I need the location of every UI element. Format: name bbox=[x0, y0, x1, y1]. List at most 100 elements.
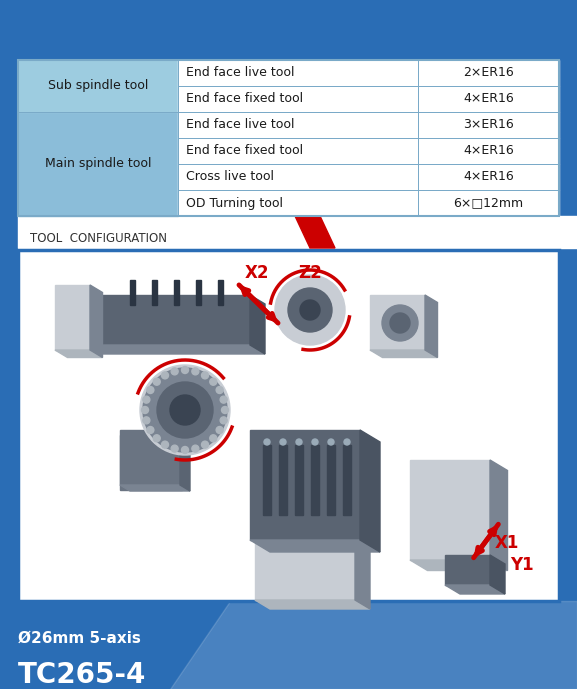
Text: End face fixed tool: End face fixed tool bbox=[186, 92, 303, 105]
Circle shape bbox=[162, 441, 168, 448]
Bar bbox=[152, 280, 157, 305]
Bar bbox=[178, 190, 418, 216]
Text: 4×ER16: 4×ER16 bbox=[463, 145, 514, 158]
Text: Z2: Z2 bbox=[298, 264, 322, 282]
Bar bbox=[218, 280, 223, 305]
Circle shape bbox=[171, 445, 178, 452]
Circle shape bbox=[210, 378, 217, 385]
Bar bbox=[327, 445, 335, 515]
Circle shape bbox=[312, 439, 318, 445]
Bar bbox=[418, 86, 559, 112]
Bar bbox=[178, 138, 418, 164]
Polygon shape bbox=[180, 430, 190, 491]
Bar bbox=[178, 112, 418, 138]
Circle shape bbox=[147, 387, 154, 393]
Circle shape bbox=[220, 396, 227, 403]
Circle shape bbox=[390, 313, 410, 333]
Bar bbox=[130, 280, 135, 305]
Polygon shape bbox=[370, 350, 437, 358]
Circle shape bbox=[201, 372, 208, 379]
Bar bbox=[178, 86, 418, 112]
Text: End face fixed tool: End face fixed tool bbox=[186, 145, 303, 158]
Bar bbox=[418, 164, 559, 190]
Circle shape bbox=[328, 439, 334, 445]
Polygon shape bbox=[170, 601, 577, 689]
Bar bbox=[418, 190, 559, 216]
Bar bbox=[250, 430, 360, 540]
Circle shape bbox=[143, 417, 150, 424]
Circle shape bbox=[296, 439, 302, 445]
Polygon shape bbox=[85, 345, 265, 354]
Bar bbox=[196, 280, 201, 305]
Polygon shape bbox=[90, 285, 103, 358]
Text: End face live tool: End face live tool bbox=[186, 67, 294, 79]
Circle shape bbox=[153, 435, 160, 442]
Polygon shape bbox=[55, 350, 103, 358]
Text: Main spindle tool: Main spindle tool bbox=[45, 158, 151, 170]
Polygon shape bbox=[250, 295, 265, 354]
Bar bbox=[418, 164, 559, 190]
Polygon shape bbox=[425, 295, 437, 358]
Polygon shape bbox=[255, 600, 370, 609]
Bar bbox=[18, 112, 178, 216]
Polygon shape bbox=[120, 435, 182, 490]
Bar bbox=[255, 540, 355, 600]
Bar bbox=[178, 138, 418, 164]
Bar bbox=[279, 445, 287, 515]
Circle shape bbox=[140, 365, 230, 455]
Circle shape bbox=[143, 396, 150, 403]
Text: 2×ER16: 2×ER16 bbox=[463, 67, 514, 79]
Text: End face live tool: End face live tool bbox=[186, 119, 294, 132]
Bar bbox=[418, 60, 559, 86]
Text: X1: X1 bbox=[495, 534, 519, 552]
Text: Sub spindle tool: Sub spindle tool bbox=[48, 79, 148, 92]
Text: OD Turning tool: OD Turning tool bbox=[186, 196, 283, 209]
Bar bbox=[418, 112, 559, 138]
Bar bbox=[418, 190, 559, 216]
Bar bbox=[178, 112, 418, 138]
Bar bbox=[295, 445, 303, 515]
Bar bbox=[18, 60, 178, 112]
Bar bbox=[418, 112, 559, 138]
Bar bbox=[178, 86, 418, 112]
Circle shape bbox=[280, 439, 286, 445]
Bar bbox=[18, 112, 178, 216]
Bar bbox=[418, 138, 559, 164]
Circle shape bbox=[210, 435, 217, 442]
Circle shape bbox=[141, 407, 148, 413]
Bar bbox=[85, 295, 250, 345]
Bar bbox=[370, 295, 425, 350]
Bar bbox=[178, 164, 418, 190]
Bar bbox=[178, 60, 418, 86]
Circle shape bbox=[153, 378, 160, 385]
Circle shape bbox=[192, 445, 199, 452]
Text: 4×ER16: 4×ER16 bbox=[463, 170, 514, 183]
Polygon shape bbox=[490, 555, 505, 594]
Circle shape bbox=[288, 288, 332, 332]
Bar bbox=[343, 445, 351, 515]
Bar bbox=[0, 0, 577, 18]
Text: 3×ER16: 3×ER16 bbox=[463, 119, 514, 132]
Bar bbox=[178, 190, 418, 216]
Polygon shape bbox=[445, 585, 505, 594]
Text: Y1: Y1 bbox=[510, 556, 534, 574]
Circle shape bbox=[275, 275, 345, 345]
Bar bbox=[418, 138, 559, 164]
Bar bbox=[120, 430, 180, 485]
Bar bbox=[18, 216, 577, 248]
Circle shape bbox=[264, 439, 270, 445]
Polygon shape bbox=[120, 485, 190, 491]
Circle shape bbox=[182, 446, 189, 453]
Bar bbox=[18, 250, 559, 601]
Circle shape bbox=[157, 382, 213, 438]
Text: X2: X2 bbox=[245, 264, 269, 282]
Polygon shape bbox=[410, 560, 508, 570]
Polygon shape bbox=[490, 460, 508, 570]
Circle shape bbox=[382, 305, 418, 341]
Text: TC265-4: TC265-4 bbox=[18, 661, 147, 689]
Bar bbox=[418, 60, 559, 86]
Circle shape bbox=[300, 300, 320, 320]
Bar bbox=[410, 460, 490, 560]
Bar bbox=[311, 445, 319, 515]
Bar bbox=[178, 60, 418, 86]
